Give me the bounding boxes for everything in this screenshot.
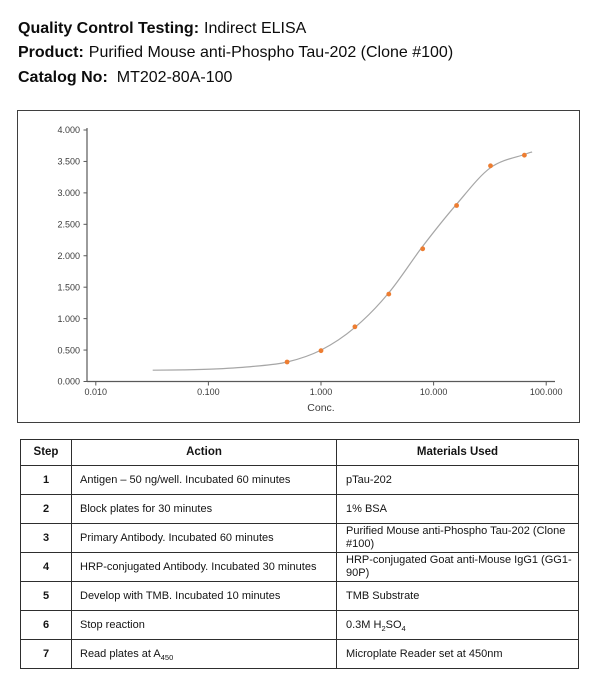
cell-text: Antigen – 50 ng/well. Incubated 60 minut… (80, 473, 291, 486)
cell-text: pTau-202 (346, 473, 392, 486)
table-row: 1 Antigen – 50 ng/well. Incubated 60 minu… (20, 465, 579, 495)
column-header-action: Action (71, 439, 337, 466)
table-row: 5 Develop with TMB. Incubated 10 minutes T… (20, 581, 579, 611)
cell-action: Primary Antibody. Incubated 60 minutes (71, 523, 337, 553)
cell-step: 2 (20, 494, 72, 524)
data-point (318, 348, 324, 354)
y-tick-label: 4.000 (57, 125, 80, 135)
data-point (420, 246, 426, 252)
column-header-step: Step (20, 439, 72, 466)
y-tick-label: 0.000 (57, 377, 80, 387)
cell-text: SO (385, 618, 402, 631)
qc-testing-label: Quality Control Testing: (18, 20, 200, 37)
cell-materials: TMB Substrate (336, 581, 579, 611)
x-tick-label: 0.010 (85, 387, 108, 397)
cell-step: 4 (20, 552, 72, 582)
cell-step: 6 (20, 610, 72, 640)
catalog-label: Catalog No: (18, 69, 108, 86)
cell-action: Block plates for 30 minutes (71, 494, 337, 524)
data-point (284, 359, 290, 365)
cell-materials: 1% BSA (336, 494, 579, 524)
qc-testing-line: Quality Control Testing: Indirect ELISA (18, 21, 306, 37)
data-point (522, 152, 527, 158)
cell-text: Stop reaction (80, 618, 145, 631)
x-tick-label: 0.100 (197, 387, 220, 397)
product-value: Purified Mouse anti-Phospho Tau-202 (Clo… (88, 44, 454, 61)
cell-text: Read plates at A (80, 647, 161, 660)
cell-action: HRP-conjugated Antibody. Incubated 30 mi… (71, 552, 337, 582)
y-tick-label: 0.500 (57, 345, 80, 355)
cell-action: Stop reaction (71, 610, 337, 640)
cell-text: Develop with TMB. Incubated 10 minutes (80, 589, 281, 602)
cell-step: 3 (20, 523, 72, 553)
x-tick-label: 1.000 (310, 387, 333, 397)
cell-action: Antigen – 50 ng/well. Incubated 60 minut… (71, 465, 337, 495)
x-tick-label: 10.000 (420, 387, 448, 397)
table-row: 7 Read plates at A450 Microplate Reader se… (20, 639, 579, 669)
data-point (386, 291, 392, 297)
cell-step: 1 (20, 465, 72, 495)
elisa-titration-chart: 0.000 0.500 1.000 1.500 2.000 2.500 3.000 3.500… (57, 125, 563, 414)
table-row: 4 HRP-conjugated Antibody. Incubated 30 m… (20, 552, 579, 582)
cell-action: Develop with TMB. Incubated 10 minutes (71, 581, 337, 611)
elisa-chart-frame: 0.000 0.500 1.000 1.500 2.000 2.500 3.000 3.500… (17, 110, 580, 423)
product-label: Product: (18, 44, 84, 61)
cell-text: Purified Mouse anti-Phospho Tau-202 (Clo… (346, 525, 566, 550)
y-tick-label: 1.000 (57, 314, 80, 324)
subscript-text: 450 (160, 652, 174, 662)
catalog-line: Catalog No: MT202-80A-100 (18, 70, 232, 86)
cell-materials: pTau-202 (336, 465, 579, 495)
cell-text: HRP-conjugated Goat anti-Mouse IgG1 (GG1… (346, 554, 572, 579)
cell-text: Primary Antibody. Incubated 60 minutes (80, 531, 274, 544)
subscript-text: 4 (401, 623, 406, 633)
table-row: 6 Stop reaction 0.3M H2SO4 (20, 610, 579, 640)
cell-text: Block plates for 30 minutes (80, 502, 213, 515)
table-row: 2 Block plates for 30 minutes 1% BSA (20, 494, 579, 524)
y-tick-label: 3.500 (57, 157, 80, 167)
catalog-value: MT202-80A-100 (116, 69, 233, 86)
table-header-row: Step Action Materials Used (20, 439, 579, 466)
table-row: 3 Primary Antibody. Incubated 60 minutes P… (20, 523, 579, 553)
column-header-materials-used: Materials Used (336, 439, 579, 466)
cell-action: Read plates at A450 (71, 639, 337, 669)
cell-text: TMB Substrate (346, 589, 420, 602)
data-point (454, 203, 459, 208)
y-tick-label: 3.000 (57, 188, 80, 198)
cell-materials: HRP-conjugated Goat anti-Mouse IgG1 (GG1… (336, 552, 579, 582)
x-axis-title: Conc. (307, 402, 334, 414)
protocol-table: Step Action Materials Used 1 Antigen – 50 n… (20, 439, 579, 669)
cell-text: HRP-conjugated Antibody. Incubated 30 mi… (80, 560, 317, 573)
subscript-text: 2 (381, 623, 386, 633)
x-tick-label: 100.000 (530, 387, 563, 397)
y-tick-label: 2.500 (57, 220, 80, 230)
data-point (488, 163, 493, 169)
cell-step: 5 (20, 581, 72, 611)
cell-text: Microplate Reader set at 450nm (346, 647, 503, 660)
trend-curve (152, 151, 533, 371)
cell-materials: Microplate Reader set at 450nm (336, 639, 579, 669)
y-tick-label: 1.500 (57, 282, 80, 292)
y-tick-label: 2.000 (57, 251, 80, 261)
qc-testing-value: Indirect ELISA (204, 20, 307, 37)
cell-text: 1% BSA (346, 502, 387, 515)
cell-text: 0.3M H (346, 618, 382, 631)
product-line: Product: Purified Mouse anti-Phospho Tau-… (18, 45, 453, 61)
cell-step: 7 (20, 639, 72, 669)
data-point (352, 324, 358, 330)
cell-materials: Purified Mouse anti-Phospho Tau-202 (Clo… (336, 523, 579, 553)
cell-materials: 0.3M H2SO4 (336, 610, 579, 640)
